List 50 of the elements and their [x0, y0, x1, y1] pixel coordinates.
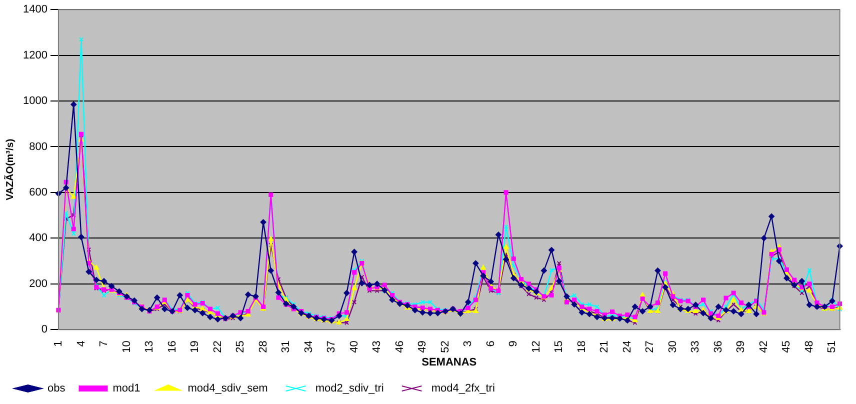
x-tick-label: 33: [690, 340, 702, 353]
y-tick-label: 800: [29, 140, 48, 153]
x-tick-label: 22: [212, 340, 224, 353]
x-tick-label: 19: [189, 340, 202, 353]
x-tick-label: 10: [120, 340, 133, 353]
legend-label: mod2_sdiv_tri: [315, 382, 384, 395]
y-tick-label: 1200: [22, 49, 48, 62]
x-tick-label: 49: [416, 340, 429, 353]
x-tick-label: 15: [553, 340, 566, 353]
y-tick-label: 600: [29, 186, 48, 198]
x-tick-label: 16: [166, 340, 178, 353]
x-tick-label: 4: [75, 340, 88, 347]
x-tick-label: 3: [462, 340, 474, 347]
legend-label: mod4_sdiv_sem: [188, 382, 268, 395]
x-tick-label: 24: [621, 340, 634, 353]
x-tick-label: 27: [644, 340, 656, 353]
x-tick-label: 6: [484, 340, 497, 347]
x-tick-label: 28: [257, 340, 270, 353]
y-tick-label: 0: [41, 324, 48, 336]
legend-label: obs: [48, 382, 66, 395]
x-tick-label: 36: [712, 340, 724, 353]
x-axis-title: SEMANAS: [422, 356, 477, 368]
x-tick-label: 48: [803, 340, 816, 353]
x-tick-label: 45: [780, 340, 793, 353]
x-tick-label: 9: [508, 340, 520, 347]
x-tick-label: 37: [326, 340, 338, 353]
x-tick-label: 18: [576, 340, 588, 353]
x-tick-label: 52: [439, 340, 452, 353]
x-tick-label: 12: [530, 340, 542, 353]
y-tick-label: 1400: [22, 4, 48, 16]
y-tick-label: 1000: [22, 95, 48, 108]
y-axis-title: VAZÃO(m³/s): [4, 138, 16, 200]
x-tick-label: 21: [598, 340, 611, 353]
x-tick-label: 34: [302, 340, 315, 353]
x-tick-label: 1: [52, 340, 64, 347]
x-tick-label: 40: [348, 340, 360, 353]
legend-label: mod1: [112, 382, 140, 395]
x-tick-label: 46: [394, 340, 406, 353]
x-tick-label: 39: [735, 340, 748, 353]
x-tick-label: 25: [234, 340, 247, 353]
x-tick-label: 31: [280, 340, 292, 353]
x-tick-label: 43: [371, 340, 384, 353]
y-tick-label: 200: [29, 278, 48, 290]
legend-label: mod4_2fx_tri: [431, 382, 495, 395]
x-tick-label: 42: [758, 340, 770, 353]
x-tick-label: 30: [666, 340, 679, 353]
x-tick-label: 7: [98, 340, 110, 347]
y-tick-label: 400: [29, 232, 48, 244]
x-tick-label: 51: [826, 340, 838, 353]
x-tick-label: 13: [144, 340, 156, 353]
